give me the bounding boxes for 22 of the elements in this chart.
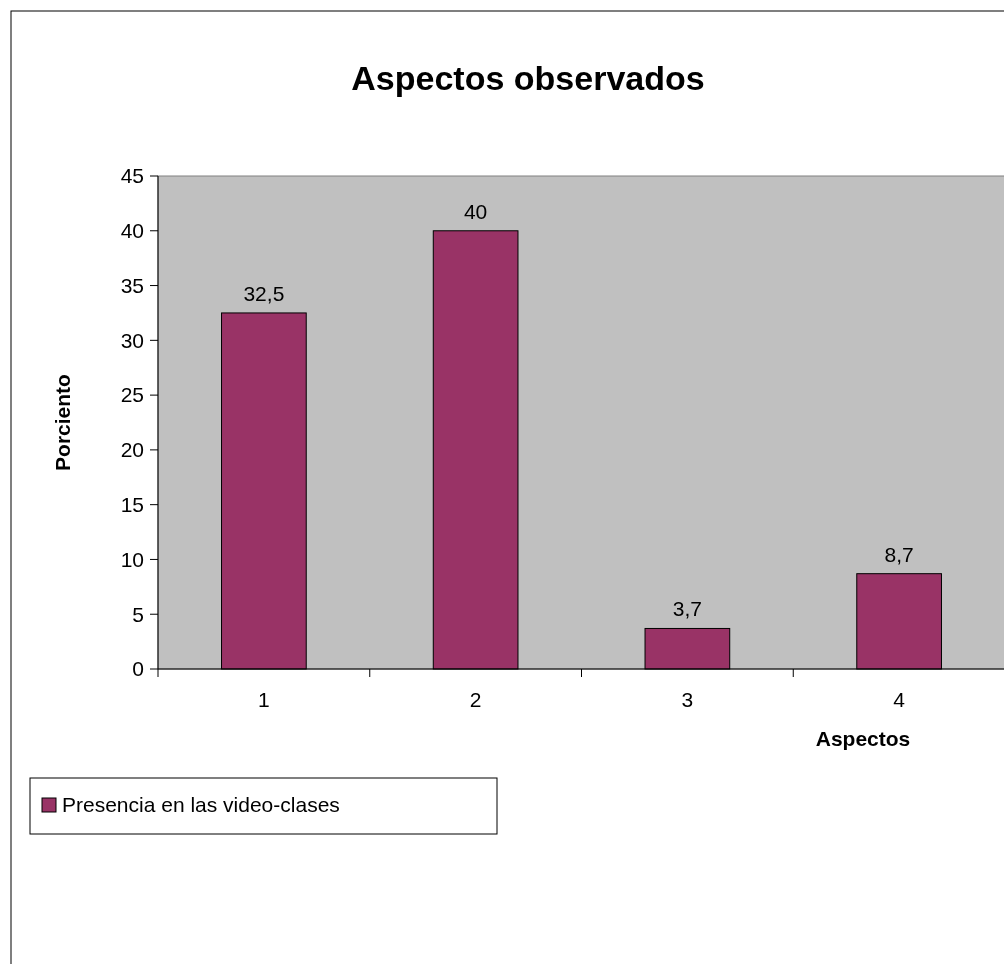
x-axis-title: Aspectos <box>815 727 911 750</box>
data-label: 3,7 <box>672 597 702 621</box>
x-tick-label: 1 <box>258 688 270 711</box>
y-tick-label: 25 <box>120 383 144 407</box>
data-label: 32,5 <box>243 281 285 305</box>
y-axis-title: Porciento <box>51 374 74 471</box>
x-tick-label: 2 <box>469 688 482 711</box>
y-tick-label: 5 <box>132 602 144 626</box>
y-tick-label: 30 <box>120 328 144 352</box>
y-tick-label: 20 <box>120 438 144 462</box>
y-tick-label: 40 <box>120 219 144 243</box>
x-tick-label: 4 <box>893 688 906 711</box>
data-label: 40 <box>463 199 488 223</box>
legend-label: Presencia en las video-clases <box>62 793 340 817</box>
chart-title: Aspectos observados <box>351 59 705 97</box>
y-tick-label: 10 <box>120 547 144 571</box>
y-tick-label: 35 <box>120 273 144 297</box>
y-tick-label: 0 <box>132 657 144 681</box>
y-tick-label: 45 <box>120 164 144 188</box>
y-tick-label: 15 <box>120 493 144 517</box>
x-tick-label: 3 <box>681 688 694 711</box>
data-label: 8,7 <box>884 542 914 566</box>
